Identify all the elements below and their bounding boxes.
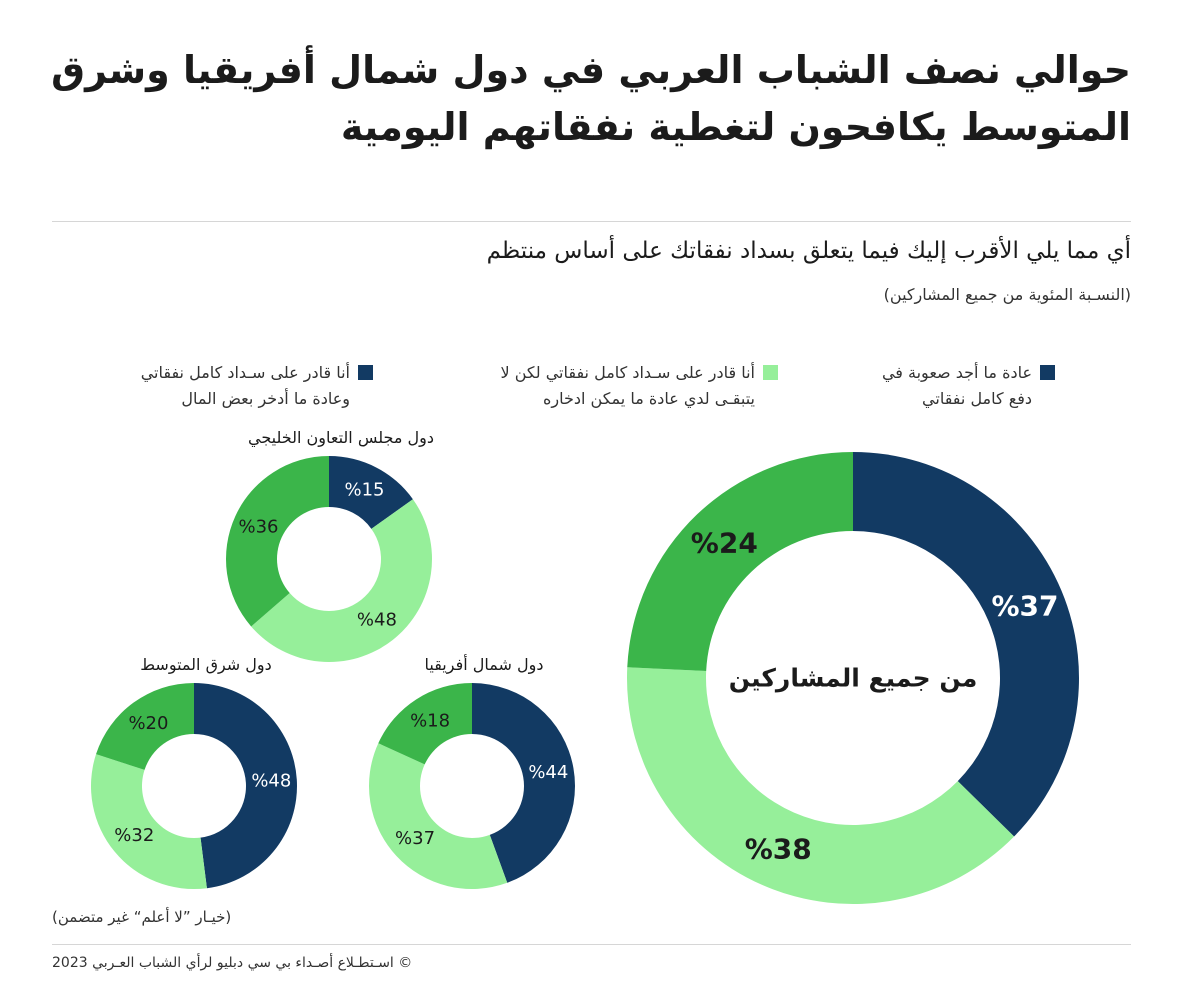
legend-label-struggle-1: عادة ما أجد صعوبة في — [881, 363, 1032, 382]
donut-all-label-no-savings: %38 — [745, 832, 812, 865]
unit-note: (النسـبة المئوية من جميع المشاركين) — [883, 285, 1131, 304]
title-line-1: حوالي نصف الشباب العربي في دول شمال أفري… — [51, 48, 1131, 92]
donut-levant-label-saving: %20 — [128, 713, 168, 734]
legend-label-saving-1: أنا قادر على سـداد كامل نفقاتي — [140, 363, 350, 382]
title-line-2: المتوسط يكافحون لتغطية نفقاتهم اليومية — [340, 105, 1131, 149]
donut-gcc-slice-saving — [226, 456, 329, 627]
legend-label-no-savings-2: يتبقـى لدي عادة ما يمكن ادخاره — [543, 389, 755, 408]
footnote: (خيـار ”لا أعلم“ غير متضمن) — [52, 908, 232, 926]
page-title: حوالي نصف الشباب العربي في دول شمال أفري… — [31, 42, 1131, 156]
legend-swatch-no-savings — [763, 365, 778, 380]
donut-all: %37 %38 %24 من جميع المشاركين — [627, 452, 1079, 904]
donut-gcc: %15 %48 %36 — [226, 456, 433, 663]
donut-gcc-label-struggle: %15 — [345, 480, 385, 501]
donut-title-gcc: دول مجلس التعاون الخليجي — [248, 428, 434, 447]
donut-levant-slice-struggle — [194, 683, 297, 889]
donut-north-africa-slice-no-savings — [368, 743, 508, 889]
donut-all-label-saving: %24 — [691, 527, 758, 560]
source-credit: © اسـتطـلاع أصـداء بي سي دبليو لرأي الشب… — [52, 955, 413, 971]
donut-north-africa-slice-struggle — [472, 683, 576, 883]
donut-levant-slice-no-savings — [91, 754, 207, 889]
donut-north-africa-slice-saving — [378, 683, 472, 765]
legend-label-no-savings-1: أنا قادر على سـداد كامل نفقاتي لكن لا — [500, 363, 756, 382]
legend-item-saving: أنا قادر على سـداد كامل نفقاتي وعادة ما … — [141, 360, 373, 412]
donut-north-africa-label-struggle: %44 — [528, 762, 568, 783]
donut-gcc-slice-no-savings — [251, 499, 433, 663]
top-divider — [52, 221, 1131, 222]
legend-swatch-struggle — [1040, 365, 1055, 380]
donut-levant-label-no-savings: %32 — [114, 825, 154, 846]
donut-gcc-slice-struggle — [329, 456, 413, 529]
legend-item-struggle: عادة ما أجد صعوبة في دفع كامل نفقاتي — [882, 360, 1055, 412]
donut-north-africa-label-no-savings: %37 — [395, 828, 435, 849]
donut-levant-label-struggle: %48 — [251, 771, 291, 792]
donut-all-slice-saving — [627, 452, 853, 672]
donut-gcc-label-saving: %36 — [238, 516, 278, 537]
legend-item-no-savings: أنا قادر على سـداد كامل نفقاتي لكن لا يت… — [500, 360, 778, 412]
donut-all-slice-no-savings — [627, 667, 1015, 904]
donut-all-slice-struggle — [853, 452, 1079, 837]
donut-levant: %48 %32 %20 — [91, 683, 297, 889]
legend-swatch-saving — [358, 365, 373, 380]
donut-title-levant: دول شرق المتوسط — [140, 655, 272, 674]
legend-label-saving-2: وعادة ما أدخر بعض المال — [181, 389, 350, 408]
bottom-divider — [52, 944, 1131, 945]
donut-title-north-africa: دول شمال أفريقيا — [424, 655, 544, 674]
donut-gcc-label-no-savings: %48 — [357, 609, 397, 630]
chart-question: أي مما يلي الأقرب إليك فيما يتعلق بسداد … — [486, 238, 1131, 264]
donut-north-africa: %44 %37 %18 — [368, 683, 576, 889]
legend-label-struggle-2: دفع كامل نفقاتي — [922, 389, 1032, 408]
donut-all-center-title: من جميع المشاركين — [729, 664, 978, 694]
donut-all-label-struggle: %37 — [992, 589, 1059, 622]
donut-levant-slice-saving — [96, 683, 194, 770]
donut-north-africa-label-saving: %18 — [410, 710, 450, 731]
